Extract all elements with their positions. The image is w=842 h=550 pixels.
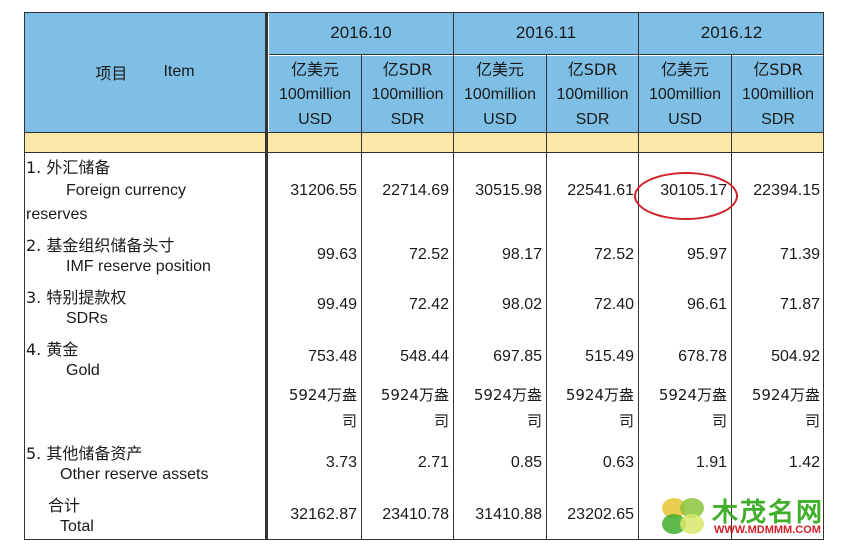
grid-line: [265, 12, 268, 540]
row-label-zh: 合计: [48, 496, 81, 515]
table-cell: 22394.15: [753, 182, 820, 199]
reserves-table: 项目 Item 2016.10 2016.11 2016.12 亿美元 100mi…: [24, 12, 824, 540]
row-label-zh: 5. 其他储备资产: [26, 444, 143, 463]
table-cell: 22714.69: [382, 182, 449, 199]
table-cell: 72.52: [593, 246, 634, 263]
table-cell: 5924万盎司: [565, 386, 634, 430]
table-cell: 99.63: [316, 246, 357, 263]
unit-header: 亿美元 100million USD: [269, 56, 361, 132]
table-cell: 504.92: [771, 348, 820, 365]
row-label-en: Total: [60, 518, 94, 535]
grid-line: [546, 54, 547, 540]
grid-line: [361, 54, 362, 540]
table-cell: 23202.65: [567, 506, 634, 523]
table-cell: 96.61: [686, 296, 727, 313]
table-cell: 0.63: [602, 454, 634, 471]
unit-header: 亿SDR 100million SDR: [362, 56, 453, 132]
row-label-en: Other reserve assets: [60, 466, 209, 483]
table-cell: 72.42: [408, 296, 449, 313]
period-header: 2016.11: [454, 12, 638, 54]
table-cell: 98.02: [501, 296, 542, 313]
unit-header: 亿SDR 100million SDR: [732, 56, 824, 132]
table-cell: 1.91: [695, 454, 727, 471]
table-cell: 31410.88: [475, 506, 542, 523]
table-cell: 2.71: [417, 454, 449, 471]
row-label-zh: 3. 特别提款权: [26, 288, 127, 307]
clover-logo-icon: [662, 498, 704, 534]
grid-line: [24, 12, 824, 13]
row-label-en: SDRs: [66, 310, 108, 327]
table-cell: 678.78: [678, 348, 727, 365]
grid-line: [638, 12, 639, 540]
grid-line: [24, 539, 824, 540]
unit-header: 亿SDR 100million SDR: [547, 56, 638, 132]
table-cell: 71.87: [779, 296, 820, 313]
table-cell: 99.49: [316, 296, 357, 313]
table-cell: 548.44: [400, 348, 449, 365]
table-cell: 72.40: [593, 296, 634, 313]
header-separator-band: [24, 132, 824, 152]
watermark: 木茂名网 WWW.MDMMM.COM: [650, 490, 840, 542]
table-cell: 22541.61: [567, 182, 634, 199]
table-cell: 753.48: [308, 348, 357, 365]
grid-line: [731, 54, 732, 540]
table-cell: 98.17: [501, 246, 542, 263]
table-cell: 515.49: [585, 348, 634, 365]
row-label-zh: 1. 外汇储备: [26, 158, 111, 177]
unit-header: 亿美元 100million USD: [454, 56, 546, 132]
item-header-en: Item: [163, 63, 195, 80]
table-cell: 5924万盎司: [288, 386, 357, 430]
watermark-text: 木茂名网: [712, 498, 825, 528]
row-label-zh: 2. 基金组织储备头寸: [26, 236, 175, 255]
table-cell: 1.42: [788, 454, 820, 471]
period-header: 2016.12: [639, 12, 824, 54]
table-cell: 30515.98: [475, 182, 542, 199]
table-cell: 72.52: [408, 246, 449, 263]
row-label-en: IMF reserve position: [66, 258, 211, 275]
unit-header: 亿美元 100million USD: [639, 56, 731, 132]
row-label-en: reserves: [26, 206, 88, 223]
grid-line: [24, 132, 824, 133]
row-label-en: Gold: [66, 362, 100, 379]
watermark-url: WWW.MDMMM.COM: [714, 524, 821, 536]
period-header: 2016.10: [269, 12, 453, 54]
table-cell: 697.85: [493, 348, 542, 365]
grid-line: [453, 12, 454, 540]
highlight-circle: [634, 172, 738, 220]
table-cell: 31206.55: [290, 182, 357, 199]
row-label-en: Foreign currency: [66, 182, 187, 199]
table-cell: 0.85: [510, 454, 542, 471]
table-cell: 71.39: [779, 246, 820, 263]
table-cell: 5924万盎司: [380, 386, 449, 430]
table-cell: 5924万盎司: [658, 386, 727, 430]
grid-line: [823, 12, 824, 540]
row-label-zh: 4. 黄金: [26, 340, 79, 359]
item-header-zh: 项目: [95, 64, 128, 83]
item-header-cell: 项目 Item: [24, 12, 266, 132]
table-cell: 5924万盎司: [473, 386, 542, 430]
grid-line: [24, 152, 824, 153]
grid-line: [24, 12, 25, 540]
table-cell: 23410.78: [382, 506, 449, 523]
table-cell: 5924万盎司: [751, 386, 820, 430]
table-cell: 32162.87: [290, 506, 357, 523]
table-cell: 3.73: [325, 454, 357, 471]
table-cell: 95.97: [686, 246, 727, 263]
